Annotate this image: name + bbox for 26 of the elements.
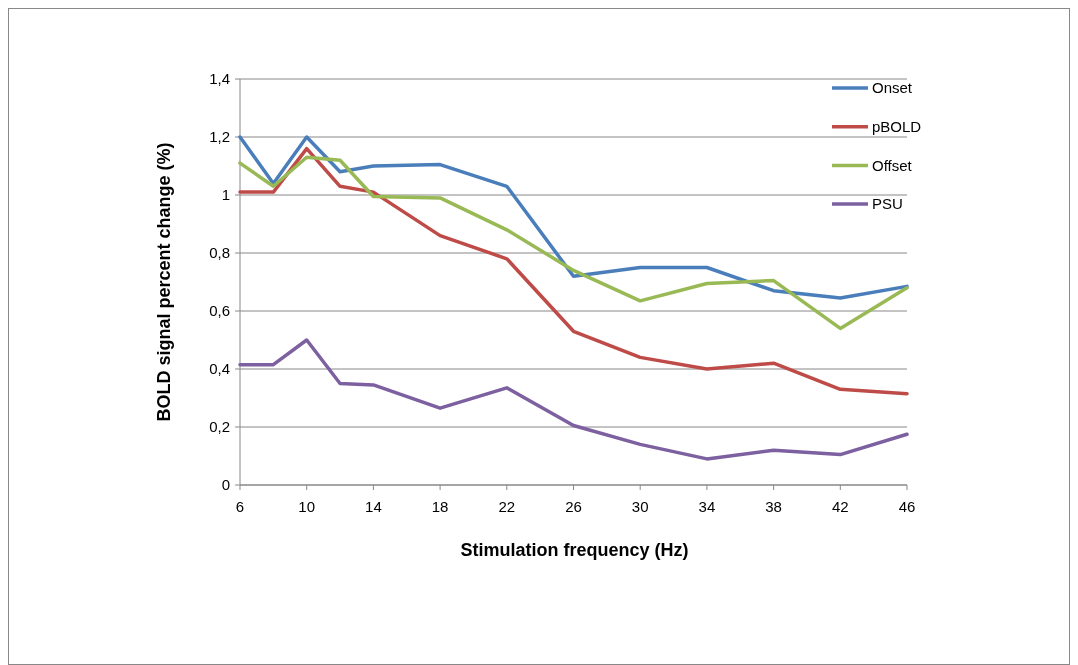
y-tick-label: 0,6	[209, 302, 230, 320]
legend-label: Onset	[872, 79, 913, 97]
x-tick-label: 42	[831, 498, 849, 515]
x-tick-label: 46	[898, 498, 916, 515]
legend-label: pBOLD	[872, 117, 922, 135]
y-tick-label: 0,8	[209, 244, 230, 262]
legend-label: Offset	[872, 156, 913, 174]
x-tick-label: 6	[235, 498, 245, 515]
legend-label: PSU	[872, 195, 903, 213]
y-tick-label: 1	[221, 186, 230, 204]
line-series	[238, 338, 909, 461]
y-tick-label: 0	[221, 476, 230, 494]
x-tick-label: 30	[631, 498, 649, 515]
y-axis-title: BOLD signal percent change (%)	[154, 142, 174, 422]
x-tick-label: 18	[431, 498, 449, 515]
x-tick-label: 22	[498, 498, 516, 515]
x-tick-label: 34	[698, 498, 716, 515]
y-tick-label: 1,2	[209, 128, 230, 146]
x-axis-title: Stimulation frequency (Hz)	[460, 540, 689, 560]
x-tick-label: 38	[765, 498, 782, 515]
x-tick-label: 14	[365, 498, 382, 515]
y-tick-label: 1,4	[209, 70, 230, 88]
y-tick-label: 0,4	[209, 360, 230, 378]
y-tick-label: 0,2	[209, 418, 230, 436]
x-tick-label: 26	[565, 498, 582, 515]
x-tick-label: 10	[298, 498, 316, 515]
